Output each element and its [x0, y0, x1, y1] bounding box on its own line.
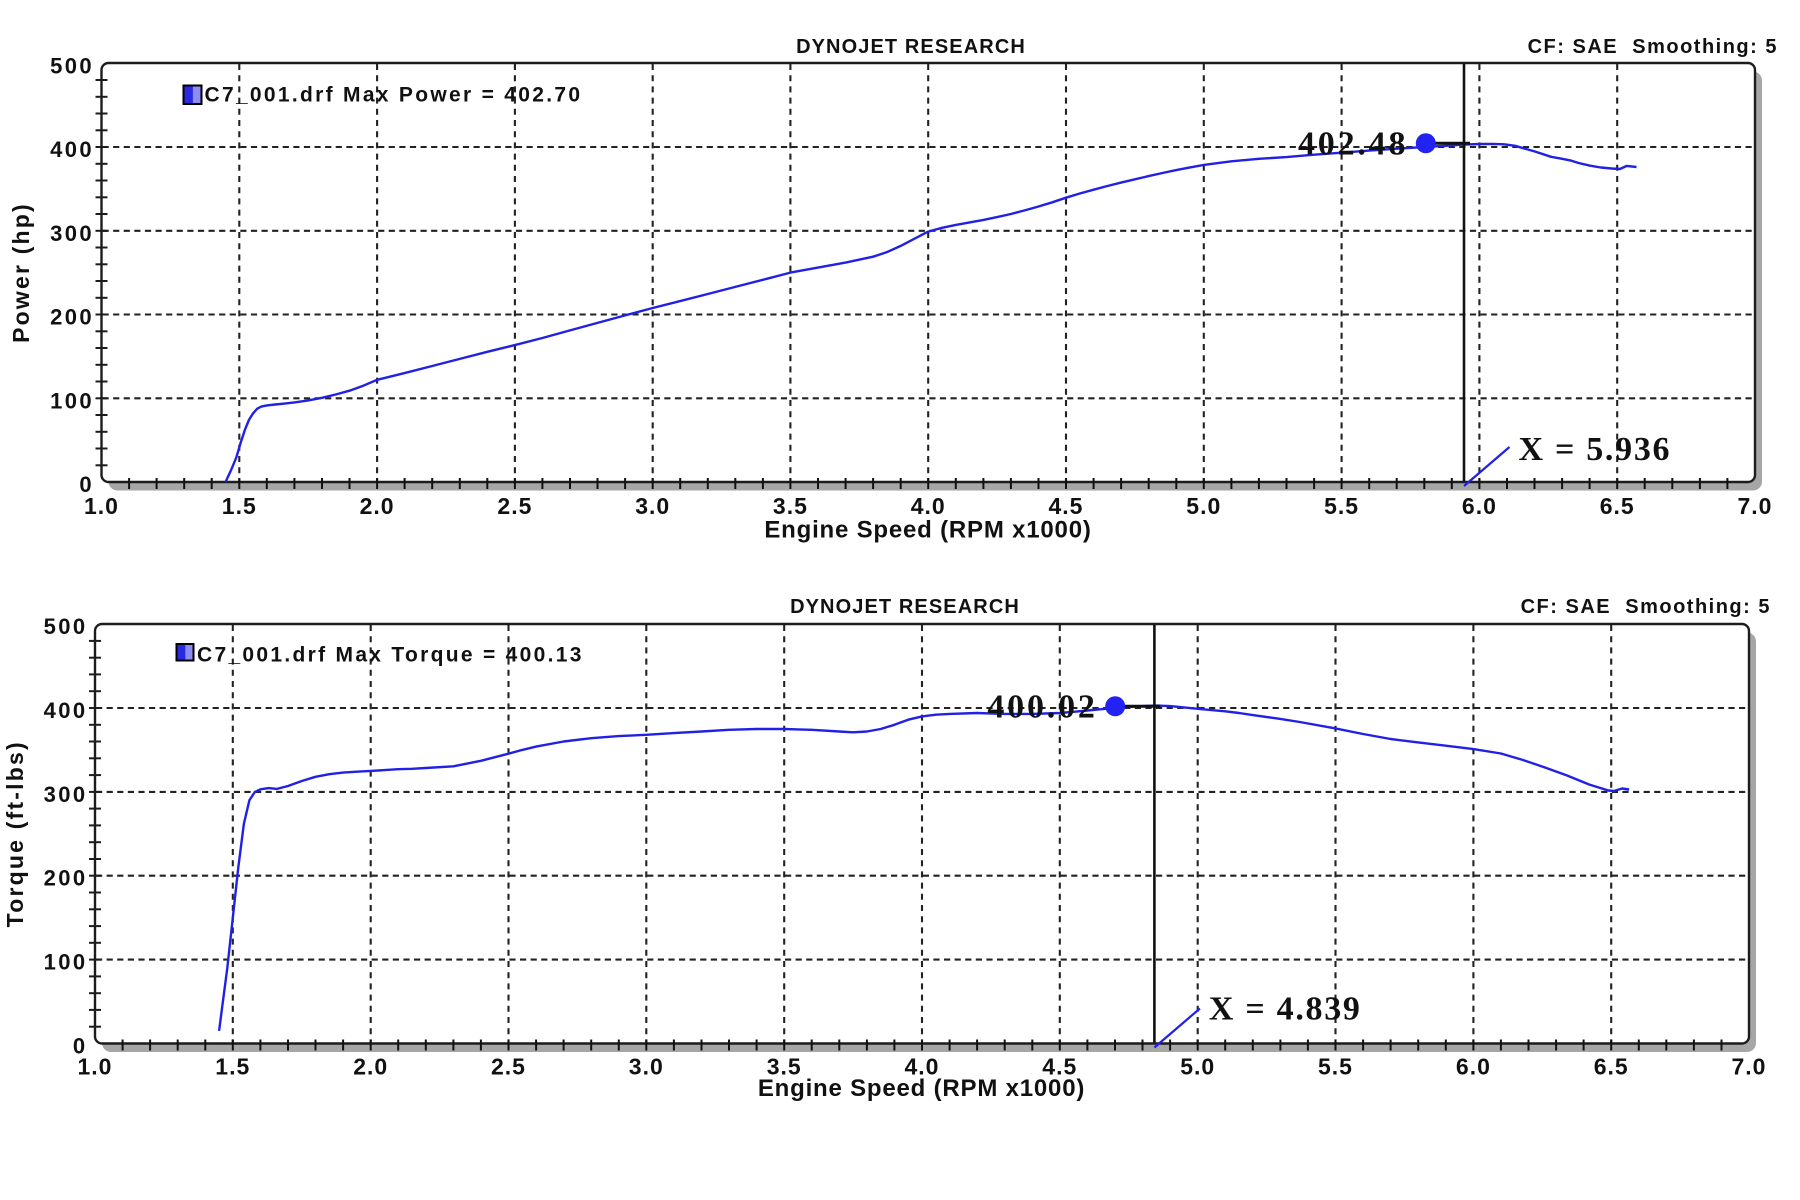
svg-text:2.0: 2.0 — [353, 1054, 388, 1080]
svg-text:4.0: 4.0 — [911, 493, 946, 519]
svg-text:Torque (ft-lbs): Torque (ft-lbs) — [2, 740, 28, 927]
svg-text:CF: SAE Smoothing: 5: CF: SAE Smoothing: 5 — [1528, 36, 1778, 58]
svg-text:7.0: 7.0 — [1738, 493, 1773, 519]
svg-text:5.0: 5.0 — [1186, 493, 1221, 519]
svg-text:400: 400 — [50, 137, 94, 162]
svg-text:500: 500 — [50, 53, 94, 78]
svg-text:3.0: 3.0 — [629, 1054, 664, 1080]
svg-text:1.5: 1.5 — [215, 1054, 250, 1080]
svg-text:5.0: 5.0 — [1180, 1054, 1215, 1080]
svg-text:DYNOJET RESEARCH: DYNOJET RESEARCH — [796, 36, 1026, 58]
svg-text:5.5: 5.5 — [1324, 493, 1359, 519]
svg-text:0: 0 — [73, 1034, 88, 1059]
svg-text:1.0: 1.0 — [78, 1054, 113, 1080]
svg-text:4.5: 4.5 — [1042, 1054, 1077, 1080]
svg-text:DYNOJET RESEARCH: DYNOJET RESEARCH — [790, 596, 1020, 618]
svg-text:100: 100 — [50, 388, 94, 413]
svg-text:100: 100 — [44, 950, 88, 975]
svg-text:C7_001.drf Max Torque = 400.13: C7_001.drf Max Torque = 400.13 — [197, 644, 584, 667]
svg-text:6.5: 6.5 — [1594, 1054, 1629, 1080]
svg-text:C7_001.drf Max Power = 402.70: C7_001.drf Max Power = 402.70 — [205, 84, 583, 107]
svg-text:3.5: 3.5 — [773, 493, 808, 519]
svg-text:1.0: 1.0 — [84, 493, 119, 519]
svg-text:4.0: 4.0 — [905, 1054, 940, 1080]
svg-text:Power (hp): Power (hp) — [8, 202, 34, 343]
svg-text:200: 200 — [44, 866, 88, 891]
svg-text:4.5: 4.5 — [1049, 493, 1084, 519]
svg-text:3.0: 3.0 — [635, 493, 670, 519]
svg-text:X = 4.839: X = 4.839 — [1209, 991, 1362, 1028]
svg-text:X = 5.936: X = 5.936 — [1519, 431, 1672, 468]
svg-text:2.5: 2.5 — [491, 1054, 526, 1080]
svg-text:200: 200 — [50, 305, 94, 330]
svg-text:3.5: 3.5 — [767, 1054, 802, 1080]
svg-text:Engine Speed (RPM x1000): Engine Speed (RPM x1000) — [764, 517, 1091, 544]
svg-text:0: 0 — [79, 472, 94, 497]
svg-text:500: 500 — [44, 614, 88, 639]
svg-text:400: 400 — [44, 698, 88, 723]
svg-text:402.48: 402.48 — [1298, 125, 1408, 162]
svg-text:300: 300 — [50, 221, 94, 246]
svg-text:1.5: 1.5 — [222, 493, 257, 519]
svg-text:6.5: 6.5 — [1600, 493, 1635, 519]
svg-text:6.0: 6.0 — [1462, 493, 1497, 519]
svg-text:400.02: 400.02 — [987, 688, 1097, 725]
svg-text:300: 300 — [44, 782, 88, 807]
svg-text:5.5: 5.5 — [1318, 1054, 1353, 1080]
svg-text:Engine Speed (RPM x1000): Engine Speed (RPM x1000) — [758, 1075, 1085, 1102]
svg-text:2.0: 2.0 — [360, 493, 395, 519]
svg-text:2.5: 2.5 — [497, 493, 532, 519]
svg-text:7.0: 7.0 — [1732, 1054, 1767, 1080]
svg-text:6.0: 6.0 — [1456, 1054, 1491, 1080]
svg-text:CF: SAE Smoothing: 5: CF: SAE Smoothing: 5 — [1521, 596, 1771, 618]
